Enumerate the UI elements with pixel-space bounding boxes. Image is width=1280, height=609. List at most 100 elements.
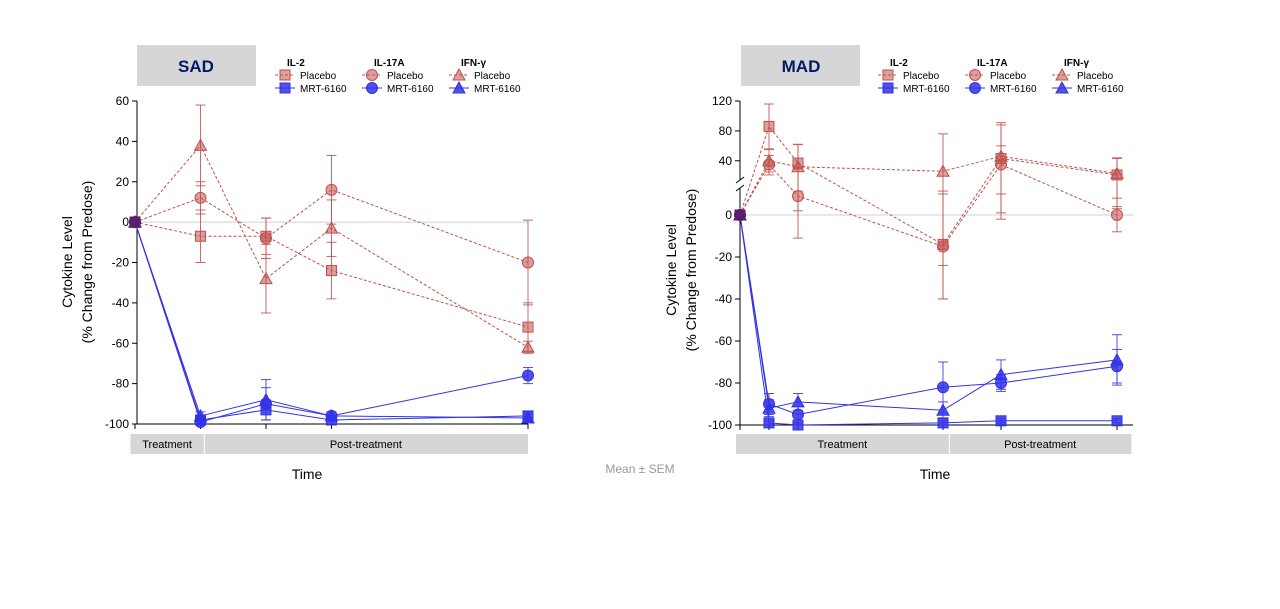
mad-legend-group-ifn: IFN-γ: [1064, 58, 1089, 69]
mad-y-tick-label: -80: [715, 376, 733, 390]
sad-point-il-2-placebo: [522, 321, 534, 333]
sad-y-tick-label: 60: [116, 94, 130, 108]
mad-legend-group-il-2: IL-2: [890, 58, 908, 69]
mad-series-ifn-mrt-6160: [733, 207, 1124, 420]
mad-y-axis-title-line1: Cytokine Level: [663, 224, 679, 316]
mad-point-ifn-placebo: [1110, 166, 1124, 179]
mad-y-tick-label: -100: [708, 418, 732, 432]
mad-point-il-17a-mrt-6160: [937, 381, 949, 394]
sad-series-line-ifn-placebo: [134, 144, 529, 348]
sad-point-il-17a-placebo: [260, 232, 272, 245]
sad-point-il-2-placebo: [195, 230, 206, 242]
sad-y-tick-label: 40: [116, 134, 130, 148]
sad-legend-group-il-17a: IL-17A: [374, 58, 405, 69]
sad-legend-label-il-2-mrt-6160: MRT-6160: [300, 84, 347, 95]
sad-point-ifn-mrt-6160: [521, 410, 535, 424]
mad-point-ifn-mrt-6160: [762, 401, 776, 414]
mad-phase-label-post-treatment: Post-treatment: [1004, 439, 1076, 451]
mad-x-axis-title: Time: [920, 466, 951, 482]
mad-y-tick-label: -40: [715, 292, 733, 306]
mad-point-ifn-placebo: [936, 164, 950, 177]
mad-series-il-17a-placebo: [734, 145, 1123, 300]
sad-point-ifn-placebo: [521, 340, 535, 353]
mad-y-tick-label: -60: [715, 334, 733, 348]
mad-series-line-il-17a-placebo: [739, 163, 1118, 248]
mad-axis-break-mark-2: [735, 184, 745, 192]
mad-series-il-17a-mrt-6160: [734, 209, 1123, 424]
mad-phase-label-treatment: Treatment: [818, 439, 868, 451]
sad-panel: SAD IL-2 Placebo MRT-6160 IL-17A Placebo MRT-…: [59, 45, 535, 482]
mad-legend-label-il-17a-mrt-6160: MRT-6160: [990, 84, 1037, 95]
sad-point-il-2-placebo: [326, 265, 337, 277]
sad-y-axis-title-line1: Cytokine Level: [59, 216, 75, 308]
mad-legend-label-il-17a-placebo: Placebo: [990, 71, 1027, 82]
sad-point-ifn-mrt-6160: [128, 215, 142, 228]
sad-legend-marker-ifn-mrt-6160: [452, 80, 466, 94]
mad-point-ifn-placebo: [791, 159, 805, 173]
mad-point-il-2-mrt-6160: [1111, 415, 1123, 427]
mad-legend: IL-2 Placebo MRT-6160 IL-17A Placebo MRT-6160…: [878, 58, 1124, 95]
mad-legend-label-ifn-mrt-6160: MRT-6160: [1077, 84, 1124, 95]
mad-title-box: [741, 45, 860, 86]
mad-legend-marker-il-2-placebo: [882, 69, 894, 81]
sad-legend-group-ifn: IFN-γ: [461, 58, 486, 69]
mad-legend-group-il-17a: IL-17A: [977, 58, 1008, 69]
sad-y-axis-title-line2: (% Change from Predose): [79, 181, 95, 344]
sad-series-ifn-placebo: [128, 104, 535, 354]
mad-point-il-2-mrt-6160: [995, 415, 1007, 427]
mad-series-il-2-placebo: [734, 103, 1123, 300]
sad-point-il-17a-mrt-6160: [522, 369, 534, 382]
mad-legend-marker-il-2-mrt-6160: [882, 82, 894, 94]
mad-y-tick-label: 120: [712, 94, 732, 108]
sad-y-tick-label: -80: [112, 377, 130, 391]
sad-legend-marker-ifn-placebo: [452, 67, 466, 81]
mad-point-ifn-mrt-6160: [994, 367, 1008, 381]
mad-legend-label-il-2-mrt-6160: MRT-6160: [903, 84, 950, 95]
mad-y-tick-label: -20: [715, 250, 733, 264]
sad-y-tick-label: 0: [122, 215, 129, 229]
mad-panel-title: MAD: [782, 57, 821, 76]
mad-point-il-2-mrt-6160: [937, 417, 949, 429]
sad-legend-label-il-17a-mrt-6160: MRT-6160: [387, 84, 434, 95]
sad-point-il-17a-placebo: [325, 183, 338, 196]
mad-series-line-il-2-placebo: [739, 125, 1118, 246]
mad-point-il-2-mrt-6160: [763, 417, 775, 429]
mad-point-ifn-mrt-6160: [936, 403, 950, 416]
sad-point-il-17a-placebo: [194, 191, 207, 204]
sad-legend-label-ifn-mrt-6160: MRT-6160: [474, 84, 521, 95]
sad-y-tick-label: 20: [116, 175, 130, 189]
sad-legend-marker-il-17a-mrt-6160: [366, 82, 378, 94]
sad-point-ifn-mrt-6160: [193, 408, 208, 422]
mad-series-il-2-mrt-6160: [734, 209, 1123, 431]
mad-series-ifn-placebo: [733, 122, 1124, 266]
sad-phase-label-post-treatment: Post-treatment: [330, 439, 402, 451]
sad-point-ifn-placebo: [193, 138, 208, 151]
mad-axis-break-mark-1: [735, 176, 745, 184]
sad-legend-marker-il-2-mrt-6160: [279, 82, 291, 94]
mad-y-tick-label: 40: [719, 154, 733, 168]
sad-legend-marker-il-2-placebo: [279, 69, 291, 81]
sad-series-ifn-mrt-6160: [128, 215, 535, 424]
mad-point-ifn-mrt-6160: [733, 207, 747, 221]
sad-phase-bar-post-treatment: [204, 434, 528, 454]
mad-series-line-ifn-placebo: [739, 155, 1118, 216]
sad-legend-label-il-17a-placebo: Placebo: [387, 71, 424, 82]
mad-point-ifn-placebo: [994, 149, 1008, 162]
sad-x-axis-title: Time: [292, 466, 323, 482]
sad-title-box: [137, 45, 256, 86]
mad-y-tick-label: 80: [719, 124, 733, 138]
mad-series-line-il-17a-mrt-6160: [739, 214, 1118, 416]
sad-point-ifn-placebo: [324, 221, 339, 234]
mad-legend-marker-il-17a-placebo: [969, 69, 981, 81]
mad-series-line-il-2-mrt-6160: [739, 214, 1117, 426]
mad-point-il-2-placebo: [763, 120, 775, 132]
sad-legend: IL-2 Placebo MRT-6160 IL-17A Placebo MRT-6160…: [275, 58, 521, 95]
sad-point-ifn-mrt-6160: [259, 392, 273, 406]
sad-plot-area: 60 40 20 0 -20 -40 -60 -80 -100 Treatment Post-tre…: [105, 94, 535, 454]
mad-point-ifn-mrt-6160: [791, 394, 805, 408]
sad-legend-label-il-2-placebo: Placebo: [300, 71, 337, 82]
mad-point-ifn-mrt-6160: [1110, 352, 1124, 366]
mad-legend-label-ifn-placebo: Placebo: [1077, 71, 1114, 82]
sad-panel-title: SAD: [178, 57, 214, 76]
mad-legend-marker-ifn-mrt-6160: [1055, 80, 1069, 94]
